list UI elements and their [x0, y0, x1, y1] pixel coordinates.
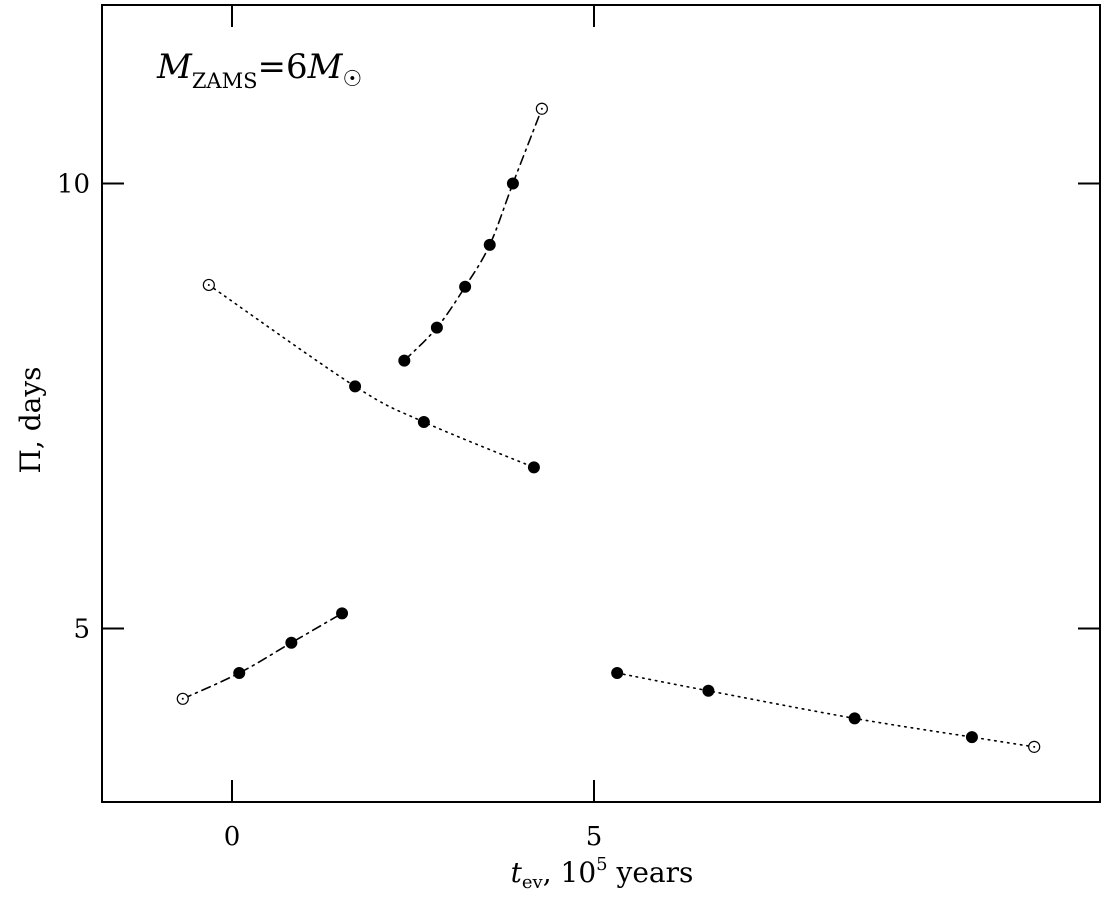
- data-point: [848, 712, 861, 725]
- data-point: [430, 321, 443, 334]
- data-point: [233, 667, 246, 679]
- series-lines: [181, 107, 1035, 748]
- data-point: [349, 380, 362, 393]
- data-point-open-dot: [207, 283, 210, 286]
- data-point-open-dot: [540, 107, 543, 110]
- y-tick-label: 10: [57, 170, 90, 200]
- data-point: [965, 731, 978, 744]
- x-tick-label: 0: [224, 822, 241, 852]
- data-point-open-dot: [181, 697, 184, 700]
- data-point: [398, 354, 411, 367]
- data-point: [285, 636, 298, 649]
- series-line-3: [403, 107, 543, 362]
- x-tick-label: 5: [586, 822, 603, 852]
- data-point-open-dot: [1033, 745, 1036, 748]
- series-line-1: [181, 612, 343, 700]
- plot-frame: [101, 4, 1101, 803]
- data-point: [702, 684, 715, 697]
- data-point: [417, 416, 430, 429]
- x-axis-title: tev, 105 years: [511, 854, 694, 893]
- series-line-2: [208, 284, 535, 469]
- ticks: 0 5 5 10: [57, 5, 1100, 852]
- data-point: [459, 280, 472, 293]
- series-markers: [176, 102, 1041, 753]
- data-point: [336, 607, 349, 620]
- data-point: [506, 177, 519, 190]
- data-point: [527, 461, 540, 474]
- y-axis-title: Π, days: [14, 366, 47, 473]
- data-point: [611, 667, 624, 679]
- annotation-mass: MZAMS=6M☉: [156, 47, 362, 93]
- data-point: [483, 238, 496, 251]
- y-tick-label: 5: [73, 615, 90, 645]
